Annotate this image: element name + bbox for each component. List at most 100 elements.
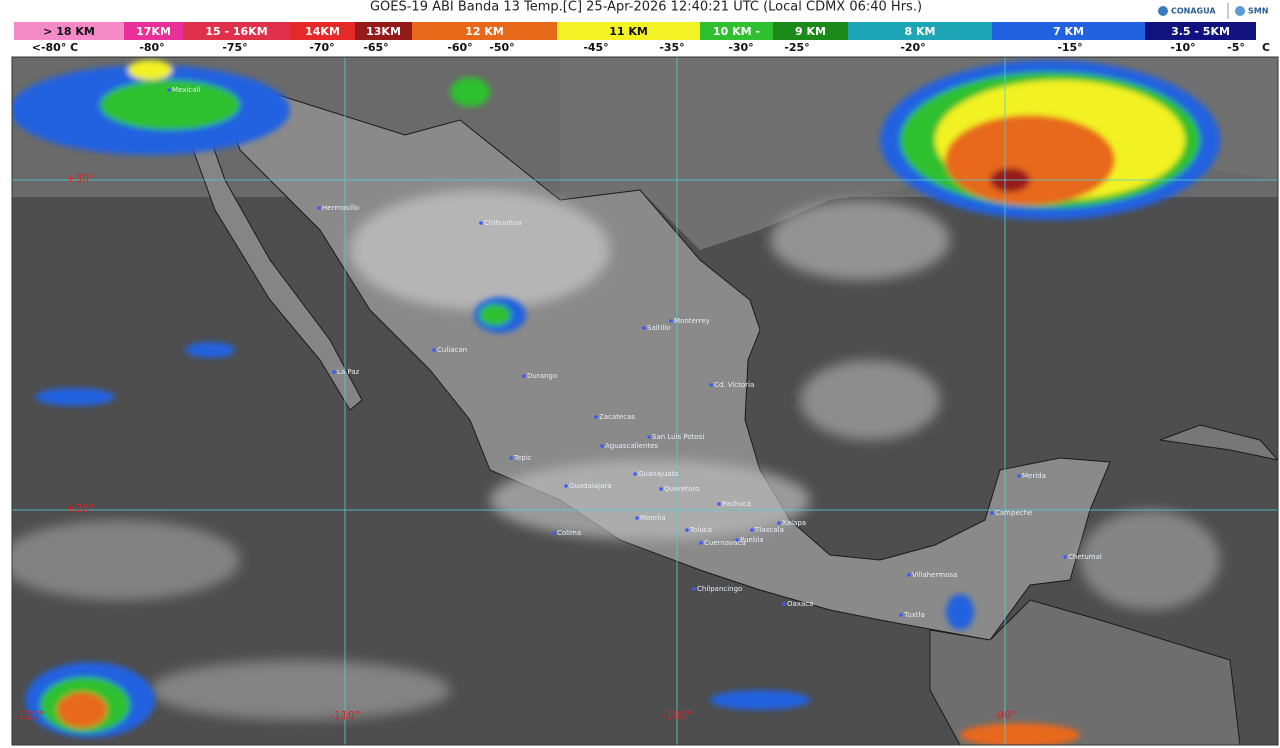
legend-band-label: 9 KM [795,25,826,38]
city-label: Culiacan [437,346,467,354]
cuba [1159,424,1278,461]
legend-band [848,22,992,40]
logo-icon [1235,6,1245,16]
city-marker [600,444,604,448]
legend-band [412,22,557,40]
legend-temp-label: -70° [309,41,334,54]
city-marker [899,613,903,617]
legend-band-label: 7 KM [1053,25,1084,38]
legend-temp-label: C [1262,41,1270,54]
city-marker [782,602,786,606]
city-marker [432,348,436,352]
longitude-label: -100° [662,709,692,722]
city-marker [717,502,721,506]
city-label: Campeche [995,509,1032,517]
longitude-label: -110° [330,709,360,722]
city-marker [552,531,556,535]
city-label: Zacatecas [599,413,635,421]
city-label: Villahermosa [912,571,957,579]
city-label: San Luis Potosi [652,433,704,441]
legend-band-label: 14KM [305,25,340,38]
legend-temp-label: -10° [1170,41,1195,54]
legend-temp-label: -30° [728,41,753,54]
legend-band-label: 13KM [366,25,401,38]
city-marker [564,484,568,488]
legend-temp-label: -80° [139,41,164,54]
legend-band [992,22,1145,40]
city-label: Pachuca [722,500,751,508]
city-label: Queretaro [664,485,699,493]
legend-band [557,22,700,40]
legend-temp-label: -20° [900,41,925,54]
city-marker [332,370,336,374]
legend-band [124,22,183,40]
logo-text: CONAGUA [1171,7,1216,16]
city-marker [709,383,713,387]
city-marker [317,206,321,210]
city-marker [642,326,646,330]
city-marker [1017,474,1021,478]
central-america [929,599,1241,745]
legend-band-label: 17KM [136,25,171,38]
legend-band-label: 8 KM [905,25,936,38]
city-marker [509,456,513,460]
legend-temp-label: -25° [784,41,809,54]
title: GOES-19 ABI Banda 13 Temp.[C] 25-Apr-202… [370,0,922,15]
city-marker [685,528,689,532]
legend-band [700,22,773,40]
city-marker [479,221,483,225]
city-label: Morelia [640,514,666,522]
legend-band [1145,22,1256,40]
city-label: Saltillo [647,324,671,332]
logo-text: SMN [1248,7,1268,16]
satellite-map: +30° +20° -120° -110° -100° -90° Mexicali Herm… [12,57,1278,745]
city-label: Hermosillo [322,204,359,212]
city-marker [735,538,739,542]
city-label: Chilpancingo [697,585,742,593]
city-marker [750,528,754,532]
city-marker [777,521,781,525]
legend-temp-label: -15° [1057,41,1082,54]
city-marker [594,415,598,419]
city-label: Oaxaca [787,600,813,608]
city-marker [907,573,911,577]
city-label: Chetumal [1068,553,1102,561]
latitude-label: +20° [66,502,95,515]
city-marker [167,88,171,92]
legend-temp-label: -5° [1227,41,1245,54]
city-label: La Paz [337,368,360,376]
baja-land [174,94,363,411]
city-marker [669,319,673,323]
city-marker [699,541,703,545]
legend-band-label: 12 KM [465,25,504,38]
legend-temp-label: -75° [222,41,247,54]
city-label: Durango [527,372,557,380]
legend-band-label: > 18 KM [43,25,95,38]
legend-band [773,22,848,40]
city-label: Colima [557,529,581,537]
legend-band-label: 15 - 16KM [205,25,267,38]
logo-icon [1158,6,1168,16]
legend-temp-label: -50° [489,41,514,54]
legend-band [290,22,355,40]
city-label: Cuernavaca [704,539,746,547]
legend-temp-label: -45° [583,41,608,54]
legend-band-label: 10 KM - [713,25,760,38]
legend-band [183,22,290,40]
city-label: Guadalajara [569,482,612,490]
city-label: Tlaxcala [754,526,784,534]
city-label: Puebla [740,536,764,544]
city-marker [1063,555,1067,559]
legend-band-label: 3.5 - 5KM [1171,25,1230,38]
convective-storms [12,60,1220,745]
city-label: Cd. Victoria [714,381,754,389]
city-label: Chihuahua [484,219,522,227]
city-label: Monterrey [674,317,710,325]
city-label: Tuxtla [903,611,925,619]
city-marker [522,374,526,378]
city-label: Merida [1022,472,1046,480]
city-label: Guanajuato [638,470,679,478]
city-label: Tepic [513,454,532,462]
city-label: Toluca [689,526,712,534]
longitude-label: -90° [993,709,1016,722]
